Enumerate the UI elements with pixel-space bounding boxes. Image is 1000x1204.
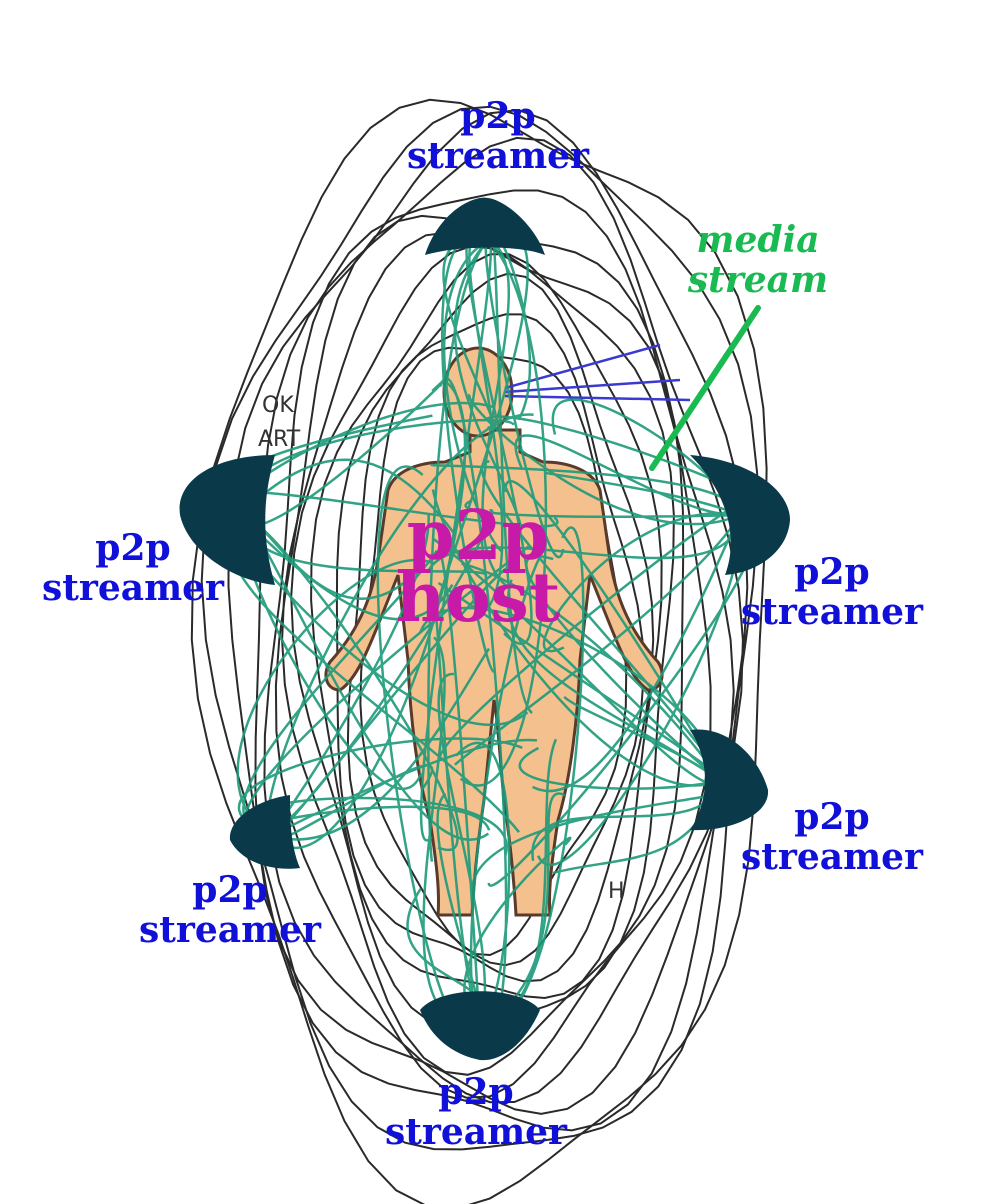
stream-line — [506, 579, 721, 782]
stream-line — [468, 393, 741, 526]
streamer-top-line1: p2p — [460, 95, 536, 137]
streamer-label-bottom: p2p streamer — [376, 1072, 576, 1152]
host-line2: host — [395, 558, 561, 638]
background-mark-ok: OK — [262, 393, 294, 418]
stream-line — [237, 737, 523, 837]
media-stream-label: media stream — [658, 220, 858, 300]
streamer-node-top — [425, 197, 545, 255]
streamer-label-left: p2p streamer — [33, 528, 233, 608]
streamer-right-lower-line2: streamer — [740, 836, 924, 878]
stream-line — [269, 509, 494, 837]
eye-rays — [504, 343, 691, 402]
media-stream-pointer — [649, 305, 761, 471]
stream-line — [484, 238, 565, 559]
media-line2: stream — [687, 259, 829, 301]
streamer-left-lower-line2: streamer — [138, 909, 322, 951]
streamer-right-lower-line1: p2p — [794, 796, 870, 838]
stream-line — [426, 514, 742, 573]
streamer-bottom-line2: streamer — [384, 1111, 568, 1153]
field-contour — [200, 105, 759, 1151]
streamer-left-line1: p2p — [95, 527, 171, 569]
streamer-node-right-lower — [690, 729, 769, 831]
streamer-label-right-lower: p2p streamer — [732, 797, 932, 877]
streamer-bottom-line1: p2p — [438, 1071, 514, 1113]
field-contour — [190, 98, 768, 1204]
stream-line — [514, 434, 741, 517]
streamer-right-upper-line1: p2p — [794, 551, 870, 593]
streamer-left-lower-line1: p2p — [192, 869, 268, 911]
streamer-left-line2: streamer — [41, 567, 225, 609]
stream-line — [453, 239, 523, 527]
field-contour — [227, 109, 749, 1132]
streamer-node-left — [179, 455, 275, 585]
stream-line — [459, 239, 548, 787]
streamer-right-upper-line2: streamer — [740, 591, 924, 633]
streamer-node-bottom — [420, 991, 540, 1061]
streamer-nodes — [179, 197, 790, 1061]
stream-line — [544, 471, 741, 517]
stream-line — [442, 238, 503, 553]
background-mark-h: H — [608, 879, 625, 904]
streamer-label-right-upper: p2p streamer — [732, 552, 932, 632]
streamer-label-top: p2p streamer — [398, 96, 598, 176]
host-label: p2p host — [378, 496, 578, 638]
stream-line — [469, 556, 541, 1026]
streamer-node-right-upper — [690, 455, 790, 575]
stream-line — [437, 672, 487, 1026]
stream-line — [236, 559, 434, 837]
streamer-node-left-lower — [229, 795, 300, 869]
stream-line — [427, 239, 489, 862]
host-line1: p2p — [406, 496, 550, 576]
streamer-top-line2: streamer — [406, 135, 590, 177]
stream-line — [239, 458, 456, 535]
stream-line — [431, 489, 721, 787]
streamer-label-left-lower: p2p streamer — [130, 870, 330, 950]
media-line1: media — [696, 219, 820, 261]
field-contour — [263, 189, 735, 1104]
field-contour — [290, 245, 675, 1030]
stream-line — [518, 746, 721, 790]
stream-line — [266, 413, 534, 836]
field-contour — [274, 214, 712, 1099]
field-contour — [254, 136, 744, 1115]
